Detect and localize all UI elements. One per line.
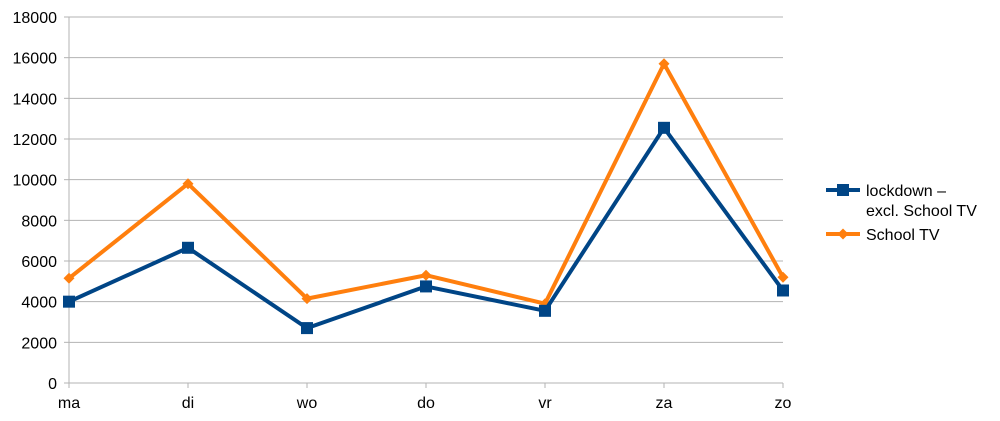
- data-point: [658, 58, 670, 70]
- legend-item-2: School TV: [826, 227, 940, 244]
- x-tick-label: di: [182, 395, 194, 412]
- data-point: [301, 293, 313, 305]
- data-point: [182, 178, 194, 190]
- data-point: [301, 322, 313, 335]
- legend-swatch-marker: [837, 184, 849, 196]
- y-tick-label: 6000: [21, 254, 57, 271]
- data-point: [420, 269, 432, 281]
- y-tick-label: 16000: [13, 51, 58, 68]
- legend-label: lockdown –: [866, 183, 946, 200]
- gridlines: [69, 16, 783, 343]
- legend-item-1: lockdown – excl. School TV: [826, 183, 977, 220]
- data-point: [658, 121, 670, 134]
- legend-label: excl. School TV: [866, 203, 977, 220]
- y-axis-tick-labels: 0 2000 4000 6000 8000 10000 12000 14000 16000 180…: [13, 10, 58, 393]
- data-point: [777, 284, 789, 297]
- data-point: [539, 304, 551, 317]
- series-line: [68, 125, 785, 331]
- y-tick-label: 2000: [21, 335, 57, 352]
- y-tick-label: 14000: [13, 91, 58, 108]
- x-tick-label: do: [417, 395, 435, 412]
- x-tick-label: vr: [538, 395, 552, 412]
- data-point: [420, 280, 432, 293]
- axes: [64, 16, 784, 388]
- legend: lockdown – excl. School TV School TV: [826, 183, 977, 244]
- y-tick-label: 4000: [21, 295, 57, 312]
- series-2: [63, 58, 789, 310]
- data-point: [182, 241, 194, 254]
- x-tick-label: wo: [296, 395, 318, 412]
- y-tick-label: 18000: [13, 10, 58, 27]
- data-point: [63, 295, 75, 308]
- y-tick-label: 8000: [21, 213, 57, 230]
- legend-label: School TV: [866, 227, 940, 244]
- series-group: [63, 58, 789, 335]
- x-tick-label: zo: [775, 395, 792, 412]
- legend-swatch-marker: [837, 228, 849, 240]
- y-tick-label: 0: [48, 376, 57, 393]
- series-line: [67, 61, 785, 306]
- x-tick-label: za: [656, 395, 673, 412]
- data-point: [63, 272, 75, 284]
- series-1: [63, 121, 789, 335]
- data-point: [777, 271, 789, 283]
- x-tick-label: ma: [58, 395, 80, 412]
- x-axis-tick-labels: ma di wo do vr za zo: [58, 395, 792, 412]
- y-tick-label: 12000: [13, 132, 58, 149]
- y-tick-label: 10000: [13, 173, 58, 190]
